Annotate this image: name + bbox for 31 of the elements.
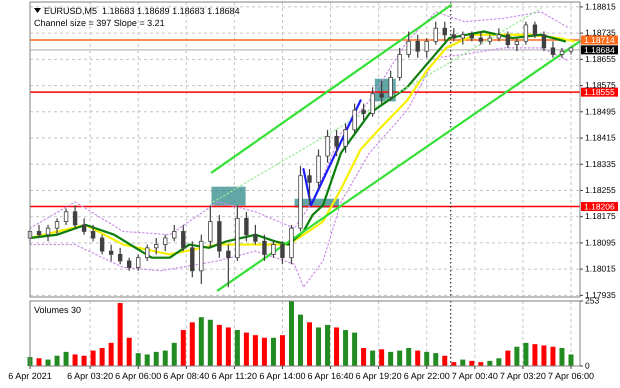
x-tick-label: 7 Apr 06:00: [548, 371, 594, 381]
y-tick-label: 1.18495: [585, 106, 616, 116]
text: Channel size = 397 Slope = 3.21: [34, 18, 165, 28]
y-tick-label: 1.18175: [585, 211, 616, 222]
y-tick-label: 1.18255: [585, 184, 616, 195]
y-tick-label: 1.17935: [585, 290, 616, 300]
y-tick-label: 1.18015: [585, 264, 616, 274]
x-tick-label: 6 Apr 22:00: [404, 371, 450, 381]
ref-line-label: 1.18555: [584, 87, 615, 98]
x-tick-label: 7 Apr 00:40: [452, 371, 498, 381]
x-tick-label: 6 Apr 14:00: [259, 371, 306, 381]
chart-title: EURUSD,M5 1.18683 1.18689 1.18683 1.18684: [44, 6, 240, 16]
chart-title: Volumes 30: [34, 305, 82, 315]
y-tick-label: 1.18815: [585, 1, 616, 12]
x-tick-label: 6 Apr 2021: [8, 371, 52, 381]
ref-line-label: 1.18206: [584, 202, 615, 212]
y-tick-label: 1.18735: [585, 28, 616, 38]
x-tick-label: 6 Apr 03:20: [67, 371, 114, 381]
y-tick-label: 1.18415: [585, 132, 616, 143]
x-tick-label: 6 Apr 06:00: [115, 371, 162, 381]
ref-line-label: 1.18684: [584, 44, 615, 55]
y-tick-label: 1.18335: [585, 158, 616, 169]
y-tick-label: 1.18655: [585, 54, 616, 64]
x-tick-label: 7 Apr 03:20: [500, 371, 546, 381]
y-tick-label: 0: [585, 360, 590, 370]
ref-line-label: 1.18714: [584, 35, 615, 46]
y-tick-label: 1.18095: [585, 237, 616, 248]
x-tick-label: 6 Apr 16:40: [308, 371, 354, 381]
x-tick-label: 6 Apr 08:40: [163, 371, 210, 381]
x-tick-label: 6 Apr 11:20: [212, 371, 258, 381]
x-tick-label: 6 Apr 19:20: [356, 371, 402, 381]
